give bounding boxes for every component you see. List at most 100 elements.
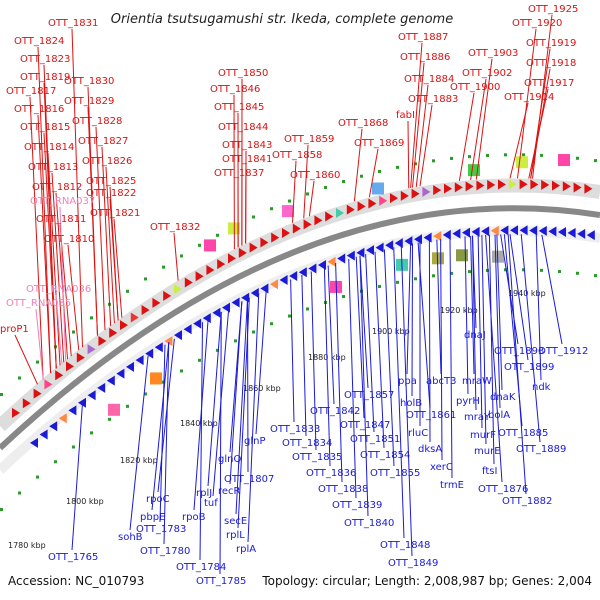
outer-tick-mark	[486, 153, 489, 157]
reverse-gene-arrow	[202, 313, 211, 324]
inner-tick-mark	[180, 369, 183, 373]
forward-gene-connector	[509, 102, 529, 179]
outer-tick-mark	[18, 376, 21, 380]
forward-gene-label: OTT_1827	[78, 136, 128, 147]
reverse-gene-connector	[71, 403, 83, 551]
inner-tick-mark	[216, 348, 219, 352]
forward-gene-connector	[47, 152, 61, 366]
reverse-gene-arrow	[481, 226, 490, 237]
forward-gene-label: OTT_1860	[290, 170, 340, 181]
forward-gene-arrow	[141, 305, 150, 316]
reverse-gene-arrow	[442, 229, 451, 240]
outer-tick-mark	[432, 159, 435, 163]
reverse-gene-connector	[464, 236, 469, 395]
reverse-gene-arrow	[87, 390, 96, 401]
forward-gene-connector	[308, 180, 315, 217]
reverse-gene-connector	[255, 289, 267, 435]
forward-gene-arrow	[487, 179, 496, 190]
rna-gene-label: OTT_RNA036	[26, 284, 91, 295]
forward-gene-arrow	[55, 370, 64, 381]
reverse-gene-label: OTT_1785	[196, 576, 246, 587]
forward-gene-arrow	[120, 320, 128, 331]
forward-gene-arrow	[303, 219, 312, 230]
forward-gene-connector	[353, 128, 363, 202]
outer-tick-mark	[540, 153, 543, 157]
reverse-gene-connector	[488, 234, 495, 465]
reverse-gene-label: mraW	[462, 376, 492, 387]
feature-block	[108, 403, 120, 416]
feature-block	[456, 249, 468, 262]
inner-tick-mark	[558, 270, 561, 274]
reverse-gene-connector	[157, 338, 175, 493]
reverse-gene-connector	[393, 247, 405, 539]
reverse-gene-arrow	[231, 297, 240, 308]
reverse-gene-label: pbpE	[140, 512, 165, 523]
forward-gene-label: OTT_1859	[284, 134, 334, 145]
reverse-gene-connector	[129, 355, 149, 531]
feature-block	[204, 239, 216, 252]
reverse-gene-connector	[247, 298, 249, 473]
reverse-gene-label: rluC	[408, 428, 428, 439]
forward-gene-arrow	[66, 361, 74, 372]
map-title: Orientia tsutsugamushi str. Ikeda, compl…	[111, 12, 453, 27]
reverse-gene-connector	[383, 249, 395, 467]
reverse-gene-connector	[477, 235, 483, 429]
reverse-gene-connector	[507, 234, 527, 495]
reverse-gene-arrow	[356, 247, 365, 258]
reverse-gene-arrow	[471, 226, 480, 237]
reverse-gene-label: OTT_1876	[478, 484, 528, 495]
forward-gene-arrow	[22, 398, 31, 409]
reverse-gene-arrow	[154, 342, 163, 353]
reverse-gene-arrow	[289, 271, 298, 282]
outer-tick-mark	[342, 180, 345, 184]
reverse-gene-label: OTT_1835	[292, 452, 342, 463]
reverse-gene-label: OTT_1851	[350, 434, 400, 445]
reverse-gene-arrow	[327, 256, 336, 267]
reverse-gene-arrow	[375, 242, 384, 253]
reverse-gene-connector	[496, 234, 503, 391]
forward-gene-label: OTT_1844	[218, 122, 268, 133]
reverse-gene-arrow	[346, 250, 355, 261]
reverse-gene-arrow	[58, 413, 67, 424]
forward-gene-connector	[173, 232, 179, 281]
forward-gene-arrow	[282, 228, 290, 239]
inner-tick-mark	[72, 445, 75, 449]
reverse-gene-label: ndk	[532, 382, 551, 393]
reverse-gene-connector	[229, 301, 243, 453]
forward-gene-connector	[55, 192, 68, 360]
gene-label-layer: OTT_1831 OTT_1824 OTT_1823 OTT_1819 OTT_1817…	[0, 4, 588, 587]
reverse-gene-connector	[193, 319, 209, 511]
reverse-gene-label: rplL	[226, 530, 245, 541]
reverse-gene-arrow	[250, 288, 259, 299]
label-connector-layer	[14, 14, 563, 575]
forward-gene-arrow	[314, 215, 323, 226]
forward-gene-label: OTT_1914	[504, 92, 554, 103]
forward-gene-connector	[87, 106, 98, 336]
forward-gene-label: OTT_1886	[400, 52, 450, 63]
forward-gene-arrow	[228, 253, 236, 264]
outer-tick-mark	[270, 207, 273, 211]
outer-tick-mark	[360, 174, 363, 178]
reverse-gene-arrow	[433, 231, 442, 242]
outer-tick-mark	[216, 233, 219, 237]
forward-gene-label: OTT_1919	[526, 38, 576, 49]
reverse-gene-label: OTT_1849	[388, 558, 438, 569]
reverse-gene-arrow	[452, 228, 461, 239]
reverse-gene-connector	[428, 240, 431, 443]
inner-tick-mark	[594, 274, 597, 278]
reverse-gene-arrow	[586, 230, 595, 241]
outer-tick-mark	[90, 316, 93, 320]
kbp-tick-label: 1780 kbp	[8, 541, 46, 550]
reverse-gene-label: OTT_1783	[136, 524, 186, 535]
outer-tick-mark	[594, 159, 597, 163]
reverse-gene-connector	[541, 234, 563, 345]
outer-tick-mark	[504, 153, 507, 157]
reverse-gene-connector	[503, 234, 523, 427]
forward-gene-arrow	[454, 182, 463, 193]
reverse-gene-arrow	[126, 361, 134, 372]
inner-tick-mark	[54, 460, 57, 464]
reverse-gene-arrow	[308, 263, 317, 274]
forward-gene-label: OTT_1830	[64, 76, 114, 87]
inner-tick-mark	[306, 307, 309, 311]
reverse-gene-connector	[481, 235, 487, 445]
